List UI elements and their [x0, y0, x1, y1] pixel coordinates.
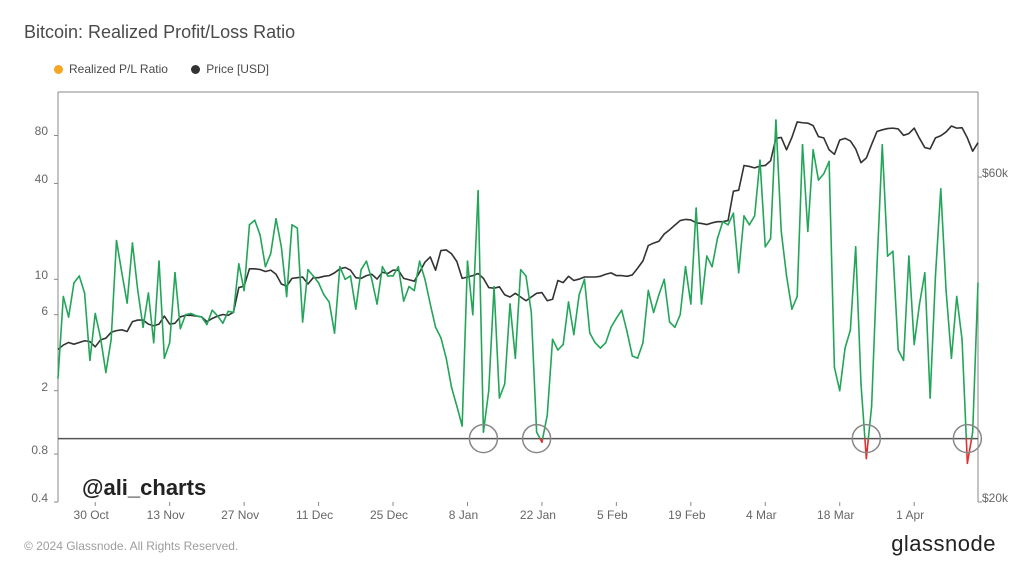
- legend-label-price: Price [USD]: [206, 62, 269, 76]
- x-tick-label: 11 Dec: [296, 508, 333, 522]
- legend-item-ratio: Realized P/L Ratio: [54, 62, 168, 76]
- y-left-tick-label: 0.4: [14, 491, 48, 505]
- x-tick-label: 19 Feb: [668, 508, 705, 522]
- legend-label-ratio: Realized P/L Ratio: [69, 62, 168, 76]
- x-tick-label: 22 Jan: [520, 508, 556, 522]
- x-tick-label: 27 Nov: [221, 508, 259, 522]
- y-left-tick-label: 2: [14, 380, 48, 394]
- chart-title: Bitcoin: Realized Profit/Loss Ratio: [24, 22, 295, 43]
- y-left-tick-label: 40: [14, 172, 48, 186]
- x-tick-label: 30 Oct: [74, 508, 109, 522]
- x-tick-label: 1 Apr: [896, 508, 924, 522]
- y-left-tick-label: 6: [14, 304, 48, 318]
- watermark-handle: @ali_charts: [82, 475, 206, 501]
- copyright-text: © 2024 Glassnode. All Rights Reserved.: [24, 539, 238, 553]
- brand-logo: glassnode: [891, 531, 996, 557]
- y-right-tick-label: $60k: [982, 166, 1024, 180]
- container: Bitcoin: Realized Profit/Loss Ratio Real…: [0, 0, 1024, 575]
- legend-dot-price: [191, 65, 200, 74]
- y-left-tick-label: 0.8: [14, 443, 48, 457]
- legend: Realized P/L Ratio Price [USD]: [54, 62, 289, 77]
- chart-svg: [54, 88, 1024, 528]
- x-tick-label: 5 Feb: [597, 508, 628, 522]
- y-right-tick-label: $20k: [982, 491, 1024, 505]
- x-tick-label: 13 Nov: [147, 508, 185, 522]
- x-tick-label: 4 Mar: [746, 508, 777, 522]
- y-left-tick-label: 80: [14, 124, 48, 138]
- legend-item-price: Price [USD]: [191, 62, 269, 76]
- x-tick-label: 8 Jan: [449, 508, 478, 522]
- legend-dot-ratio: [54, 65, 63, 74]
- x-tick-label: 25 Dec: [370, 508, 408, 522]
- x-tick-label: 18 Mar: [817, 508, 854, 522]
- y-left-tick-label: 10: [14, 268, 48, 282]
- plot-area: 0.40.826104080$20k$60k30 Oct13 Nov27 Nov…: [54, 88, 974, 498]
